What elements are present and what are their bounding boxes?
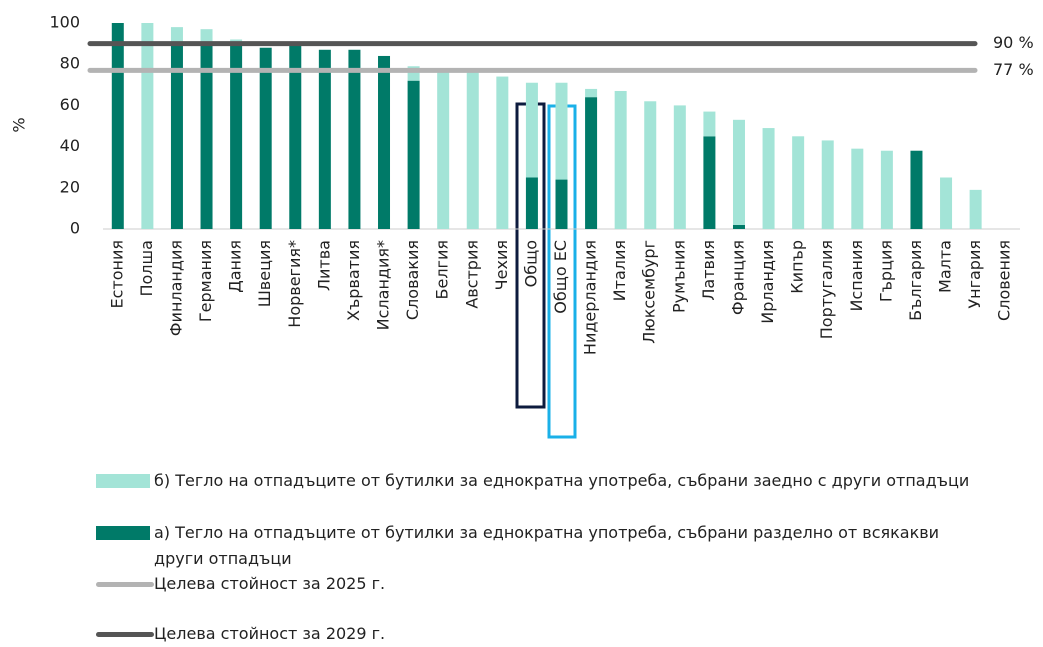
x-tick-label: Общо ЕС <box>551 240 570 314</box>
bar-segment <box>496 76 509 229</box>
bar-segment <box>466 70 479 229</box>
x-tick-label: Португалия <box>817 240 836 339</box>
bar-segment <box>348 49 361 229</box>
bar-segment <box>703 136 716 229</box>
bar-segment <box>200 29 213 44</box>
x-tick-label: Унгария <box>965 240 984 309</box>
bar-segment <box>378 55 391 230</box>
bar-segment <box>614 90 627 229</box>
bar-segment <box>111 23 124 229</box>
bar-segment <box>910 150 923 229</box>
bar-segment <box>437 72 450 229</box>
x-tick-label: Дания <box>226 240 245 293</box>
legend-text: а) Тегло на отпадъците от бутилки за едн… <box>154 523 940 568</box>
y-tick-label: 60 <box>60 95 80 114</box>
x-tick-label: Ирландия <box>758 240 777 324</box>
bar-segment <box>940 177 953 229</box>
x-tick-label: България <box>906 240 925 321</box>
x-tick-label: Норвегия* <box>285 240 304 328</box>
bar-segment <box>585 97 598 229</box>
x-tick-label: Литва <box>314 240 333 291</box>
bar-segment <box>230 41 243 229</box>
y-tick-label: 80 <box>60 54 80 73</box>
bar-segment <box>792 136 805 229</box>
bar-segment <box>732 119 745 225</box>
legend-text: б) Тегло на отпадъците от бутилки за едн… <box>154 471 970 490</box>
bar-segment <box>732 224 745 229</box>
x-tick-label: Румъния <box>669 240 688 313</box>
x-tick-label: Финландия <box>166 240 185 336</box>
bar-segment <box>762 128 775 229</box>
y-tick-label: 100 <box>49 13 80 32</box>
legend-swatch <box>96 474 150 488</box>
bar-segment <box>851 148 864 229</box>
bar-segment <box>525 177 538 229</box>
bar-segment <box>821 140 834 229</box>
y-tick-label: 40 <box>60 136 80 155</box>
x-tick-label: Италия <box>610 240 629 301</box>
target-label: 77 % <box>993 60 1034 79</box>
x-tick-label: Полша <box>137 240 156 297</box>
x-tick-label: Естония <box>107 240 126 309</box>
x-tick-label: Хърватия <box>344 240 363 321</box>
x-tick-label: Франция <box>728 240 747 315</box>
bar-segment <box>555 82 568 180</box>
x-tick-label: Латвия <box>699 240 718 301</box>
x-tick-label: Чехия <box>492 240 511 290</box>
legend-text: Целева стойност за 2029 г. <box>154 624 386 643</box>
x-tick-label: Кипър <box>788 240 807 294</box>
x-tick-label: Швеция <box>255 240 274 307</box>
bar-segment <box>200 43 213 229</box>
x-tick-label: Белгия <box>433 240 452 299</box>
x-tick-label: Словения <box>995 240 1014 321</box>
bar-segment <box>673 105 686 229</box>
bar-segment <box>407 80 420 230</box>
bar-segment <box>644 101 657 229</box>
x-tick-label: Австрия <box>462 240 481 309</box>
bar-segment <box>318 49 331 229</box>
y-tick-label: 0 <box>70 219 80 238</box>
x-tick-label: Люксембург <box>640 240 659 344</box>
bar-segment <box>141 23 154 229</box>
legend-swatch <box>96 632 154 637</box>
x-tick-label: Гърция <box>876 240 895 302</box>
bar-segment <box>969 189 982 229</box>
bar-segment <box>585 88 598 98</box>
legend-swatch <box>96 582 154 587</box>
bar-segment <box>703 111 716 137</box>
target-label: 90 % <box>993 33 1034 52</box>
bar-segment <box>880 150 893 229</box>
bar-segment <box>289 43 302 229</box>
bar-segment <box>170 43 183 229</box>
legend-swatch <box>96 526 150 540</box>
x-tick-label: Исландия* <box>374 240 393 330</box>
x-tick-label: Нидерландия <box>581 240 600 355</box>
bar-segment <box>230 39 243 42</box>
y-tick-label: 20 <box>60 177 80 196</box>
bar-segment <box>259 47 272 229</box>
y-axis-label: % <box>10 117 29 132</box>
bar-segment <box>555 179 568 229</box>
bar-segment <box>525 82 538 178</box>
x-tick-label: Общо <box>521 240 540 287</box>
x-tick-label: Малта <box>936 240 955 293</box>
x-tick-label: Испания <box>847 240 866 312</box>
x-tick-label: Германия <box>196 240 215 322</box>
bar-segment <box>170 27 183 44</box>
x-tick-label: Словакия <box>403 240 422 320</box>
legend-text: Целева стойност за 2025 г. <box>154 574 386 593</box>
